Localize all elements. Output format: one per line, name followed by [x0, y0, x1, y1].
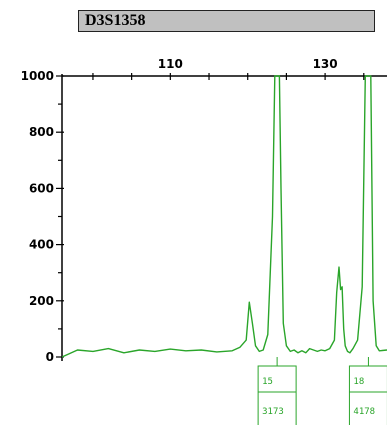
allele-call: 18 4178	[349, 357, 387, 425]
x-tick-label: 130	[313, 57, 338, 71]
chart-axes: 0 200 400 600 800 1000 110 130	[21, 57, 387, 364]
y-tick-label: 200	[29, 294, 54, 308]
y-tick-label: 600	[29, 181, 54, 195]
y-tick-label: 800	[29, 125, 54, 139]
allele-peak-height: 4178	[353, 407, 375, 417]
y-tick-label: 400	[29, 238, 54, 252]
allele-number: 15	[262, 377, 273, 387]
allele-number: 18	[353, 377, 364, 387]
allele-call: 15 3173	[258, 357, 296, 425]
series-line	[62, 76, 387, 357]
x-tick-label: 110	[158, 57, 183, 71]
signal-trace	[62, 76, 387, 357]
y-tick-label: 0	[46, 350, 54, 364]
allele-calls: 15 3173 18 4178	[258, 357, 387, 425]
y-tick-label: 1000	[21, 69, 54, 83]
allele-peak-height: 3173	[262, 407, 284, 417]
